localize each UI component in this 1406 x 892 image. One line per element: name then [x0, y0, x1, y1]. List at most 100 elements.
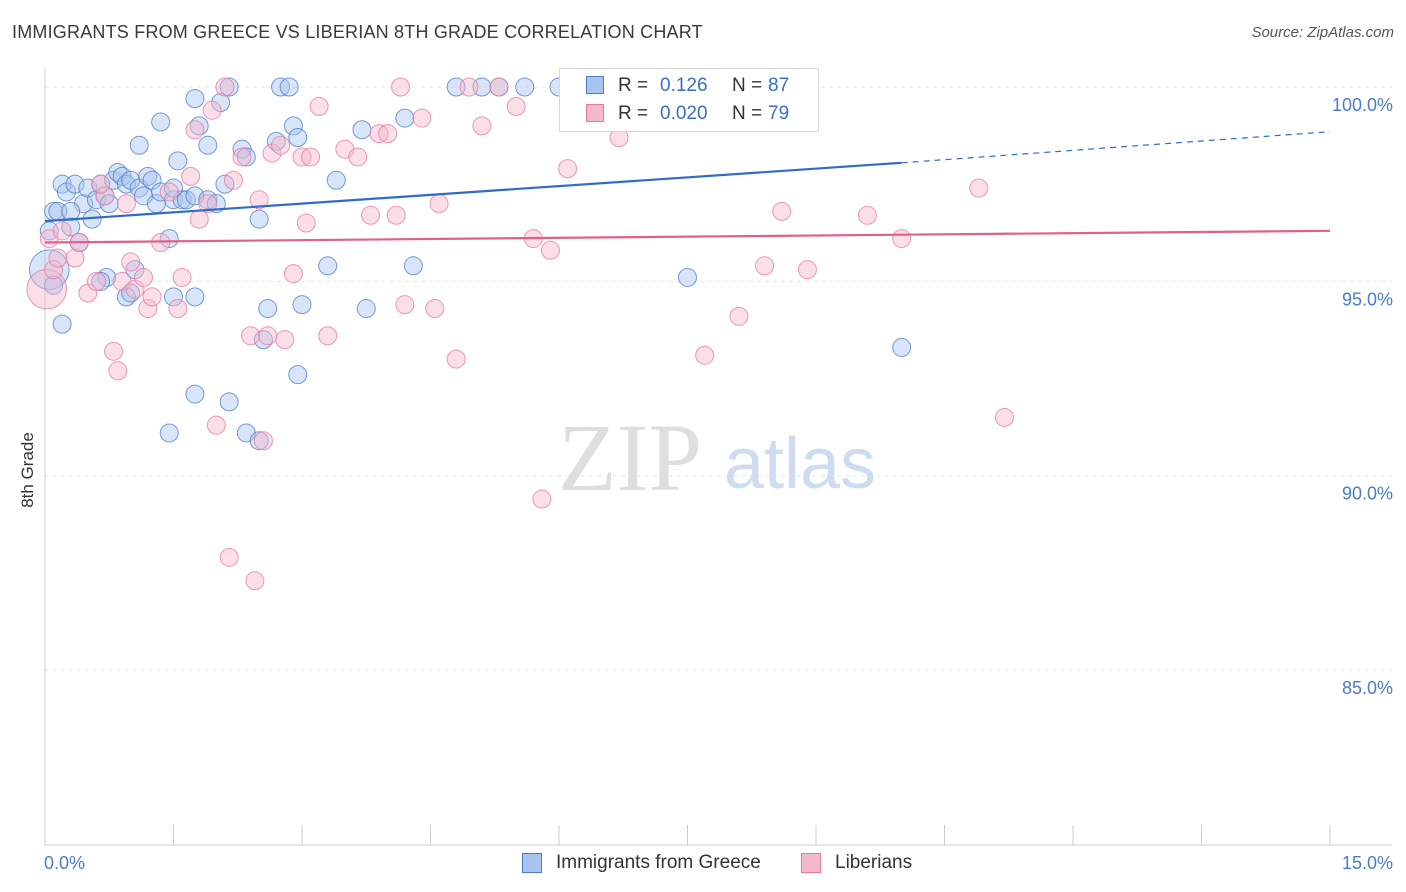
- data-point: [116, 194, 136, 214]
- data-point: [138, 299, 158, 319]
- data-point: [258, 326, 278, 346]
- data-point: [249, 431, 269, 451]
- data-point: [275, 330, 295, 350]
- data-point: [185, 384, 205, 404]
- data-point: [395, 108, 415, 128]
- data-point: [121, 252, 141, 272]
- chart-title: IMMIGRANTS FROM GREECE VS LIBERIAN 8TH G…: [12, 22, 703, 42]
- data-point: [44, 275, 64, 295]
- data-point: [558, 159, 578, 179]
- data-point: [48, 248, 68, 268]
- data-point: [198, 135, 218, 155]
- data-point: [403, 256, 423, 276]
- data-point: [348, 147, 368, 167]
- data-point: [108, 361, 128, 381]
- data-point: [172, 267, 192, 287]
- data-point: [215, 77, 235, 97]
- data-point: [532, 489, 552, 509]
- legend-r-value: 0.126: [660, 75, 708, 96]
- series-greece-points: [28, 77, 912, 451]
- data-point: [318, 326, 338, 346]
- data-point: [695, 345, 715, 365]
- data-point: [857, 205, 877, 225]
- data-point: [429, 194, 449, 214]
- data-point: [219, 392, 239, 412]
- legend-swatch-liberians: [586, 104, 604, 122]
- legend-n-value: 79: [768, 103, 790, 124]
- data-point: [236, 147, 256, 167]
- legend-swatch-greece: [522, 853, 542, 873]
- data-point: [309, 96, 329, 116]
- y-tick-label: 95.0%: [1342, 289, 1393, 309]
- series-legend: Immigrants from Greece Liberians: [0, 852, 1406, 878]
- data-point: [159, 423, 179, 443]
- data-point: [797, 260, 817, 280]
- data-point: [489, 77, 509, 97]
- legend-label-greece: Immigrants from Greece: [556, 852, 761, 873]
- data-point: [395, 295, 415, 315]
- data-point: [91, 271, 111, 291]
- y-tick-label: 100.0%: [1332, 95, 1393, 115]
- data-point: [892, 229, 912, 249]
- data-point: [352, 120, 372, 140]
- legend-r-value: 0.020: [660, 103, 708, 124]
- data-point: [185, 89, 205, 109]
- data-point: [279, 77, 299, 97]
- y-tick-label: 90.0%: [1342, 484, 1393, 504]
- data-point: [52, 314, 72, 334]
- data-point: [159, 182, 179, 202]
- data-point: [258, 299, 278, 319]
- data-point: [61, 201, 81, 221]
- data-point: [288, 128, 308, 148]
- data-point: [65, 174, 85, 194]
- data-point: [994, 407, 1014, 427]
- data-point: [232, 147, 252, 167]
- data-point: [52, 221, 72, 241]
- data-point: [86, 271, 106, 291]
- data-point: [249, 190, 269, 210]
- data-point: [472, 116, 492, 136]
- legend-swatch-greece: [586, 76, 604, 94]
- data-point: [391, 77, 411, 97]
- watermark-zip: ZIP: [558, 404, 702, 511]
- y-tick-label: 85.0%: [1342, 678, 1393, 698]
- watermark-atlas: atlas: [724, 424, 876, 504]
- trend-line-greece: [44, 161, 902, 223]
- data-point: [253, 431, 273, 451]
- data-point: [386, 205, 406, 225]
- data-point: [283, 264, 303, 284]
- legend-swatch-liberians: [801, 853, 821, 873]
- legend-n-label: N =: [732, 75, 763, 96]
- data-point: [318, 256, 338, 276]
- watermark: ZIP atlas: [558, 404, 876, 511]
- data-point: [515, 77, 535, 97]
- data-point: [292, 295, 312, 315]
- data-point: [540, 240, 560, 260]
- data-point: [168, 299, 188, 319]
- data-point: [755, 256, 775, 276]
- data-point: [271, 135, 291, 155]
- y-tick-labels: 100.0% 95.0% 90.0% 85.0%: [1332, 95, 1393, 698]
- data-point: [378, 124, 398, 144]
- data-point: [185, 287, 205, 307]
- data-point: [104, 341, 124, 361]
- data-point: [198, 194, 218, 214]
- data-point: [134, 267, 154, 287]
- data-point: [425, 299, 445, 319]
- x-tick-label: 15.0%: [1342, 853, 1393, 873]
- data-point: [969, 178, 989, 198]
- trend-line-liberians: [44, 229, 1331, 244]
- data-point: [326, 170, 346, 190]
- trend-line-greece-extension: [901, 131, 1331, 164]
- data-point: [772, 201, 792, 221]
- x-tick-labels: 0.0% 15.0%: [44, 853, 1393, 873]
- data-point: [892, 337, 912, 357]
- data-point: [506, 96, 526, 116]
- data-point: [219, 77, 239, 97]
- data-point: [361, 205, 381, 225]
- data-point: [202, 100, 222, 120]
- data-point: [241, 326, 261, 346]
- data-point: [729, 306, 749, 326]
- data-point: [301, 147, 321, 167]
